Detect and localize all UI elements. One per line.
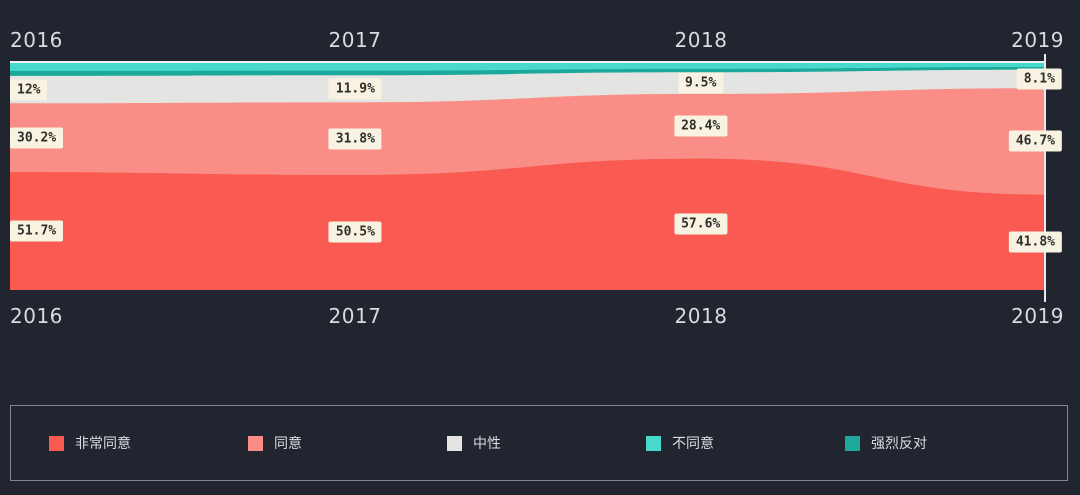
legend-label-strongly-disagree: 强烈反对 [871,436,927,452]
axis-label-top-2017: 2017 [328,28,382,52]
axis-label-bottom-2017: 2017 [328,304,382,328]
axis-label-top-2019: 2019 [1011,28,1064,52]
legend-item-disagree[interactable]: 不同意 [646,433,845,453]
axis-label-bottom-2016: 2016 [10,304,63,328]
axis-label-bottom-2018: 2018 [674,304,728,328]
legend-swatch-disagree [646,435,661,451]
legend-label-agree: 同意 [274,436,302,452]
legend: 非常同意 同意 中性 不同意 强烈反对 [10,405,1068,481]
axis-label-top-2018: 2018 [674,28,728,52]
axis-label-top-2016: 2016 [10,28,63,52]
legend-label-neutral: 中性 [473,436,501,452]
area-strongly-agree[interactable] [10,158,1046,290]
legend-swatch-strongly-disagree [845,435,860,451]
legend-item-neutral[interactable]: 中性 [447,433,646,453]
legend-item-strongly-disagree[interactable]: 强烈反对 [845,433,927,453]
legend-label-disagree: 不同意 [672,436,714,452]
axis-label-bottom-2019: 2019 [1011,304,1064,328]
legend-swatch-neutral [447,435,462,451]
legend-swatch-agree [248,435,263,451]
legend-item-agree[interactable]: 同意 [248,433,447,453]
legend-label-strongly-agree: 非常同意 [75,436,131,452]
legend-item-strongly-agree[interactable]: 非常同意 [49,433,248,453]
legend-swatch-strongly-agree [49,435,64,451]
